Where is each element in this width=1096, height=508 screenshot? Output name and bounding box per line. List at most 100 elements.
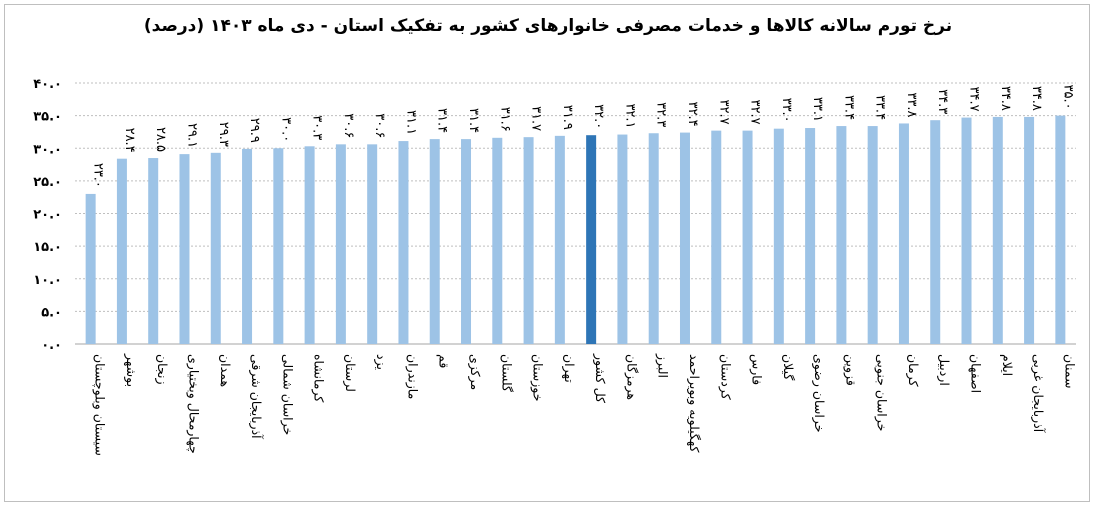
bar [992,116,1003,345]
data-label: ۳۳.۴ [873,95,888,120]
bar [836,126,847,344]
category-label: آذربایجان شرقی [248,354,264,439]
data-label: ۳۱.۶ [497,107,512,132]
bar [679,132,690,344]
data-label: ۳۳.۸ [904,92,919,117]
bar [523,137,534,344]
data-label: ۲۸.۵ [153,127,168,152]
y-tick-label: ۴۰.۰ [33,77,62,92]
bar [429,139,440,344]
data-label: ۳۲.۴ [685,101,700,126]
data-label: ۲۳.۰ [91,163,106,188]
y-tick-label: ۱۰.۰ [33,273,62,288]
category-label: تهران [561,354,577,383]
data-label: ۳۰.۰ [278,117,293,142]
data-label: ۳۱.۱ [403,110,418,135]
category-label: فارس [749,354,765,385]
bar [304,146,315,344]
data-label: ۳۳.۴ [841,95,856,120]
bar [586,135,597,344]
bar [148,158,159,344]
category-label: لرستان [342,354,358,392]
bar [742,130,753,344]
bar [648,133,659,344]
category-label: البرز [655,353,671,378]
category-label: گیلان [781,354,796,380]
bar [242,148,253,344]
data-label: ۳۵.۰ [1060,85,1075,110]
y-tick-label: ۳۰.۰ [33,142,62,157]
category-label: چهارمحال وبختیاری [185,354,201,454]
category-label: همدان [218,354,233,387]
bar [335,144,346,344]
data-label: ۳۰.۳ [310,115,325,140]
category-label: خوزستان [530,354,546,401]
category-label: مازندران [404,354,420,399]
bar [554,135,565,344]
data-label: ۳۲.۰ [591,104,606,129]
category-label: خراسان رضوی [811,354,827,432]
category-label: سمنان [1062,354,1077,388]
data-label: ۳۰.۶ [341,113,356,138]
data-label: ۳۰.۶ [372,113,387,138]
data-label: ۳۴.۸ [1029,86,1044,111]
gridlines [75,82,1076,345]
y-tick-label: ۰.۰ [41,338,62,353]
category-labels: سیستان وبلوچستان بوشهر زنجان چهارمحال وبختی… [92,353,1078,456]
data-label: ۳۲.۱ [622,103,637,128]
category-label: خراسان جنوبی [874,354,890,431]
data-label: ۳۱.۴ [435,108,450,133]
data-label: ۲۹.۹ [247,118,262,143]
data-label: ۳۱.۴ [466,108,481,133]
y-tick-label: ۱۵.۰ [33,240,62,255]
category-label: اردبیل [936,354,952,386]
data-label: ۳۲.۷ [748,100,763,125]
bar [1055,115,1066,344]
bar [273,148,284,344]
bar [711,130,722,344]
bar [179,154,190,344]
bar [1024,116,1035,345]
category-label: بوشهر [123,353,139,387]
data-label: ۳۱.۹ [560,105,575,130]
bar [367,144,378,344]
category-label: کردستان [717,354,733,400]
category-label: قم [436,354,452,368]
bar [210,152,221,344]
y-axis-ticks: ۰.۰ ۵.۰ ۱۰.۰ ۱۵.۰ ۲۰.۰ ۲۵.۰ ۳۰.۰ ۳۵.۰ ۴۰.۰ [33,77,62,353]
category-label: زنجان [154,354,170,385]
data-label: ۳۴.۷ [967,86,982,111]
category-label: قزوین [842,354,858,386]
data-label: ۳۱.۷ [529,106,544,131]
bar [961,117,972,345]
bar [805,128,816,344]
bar [867,126,878,344]
category-label: سیستان وبلوچستان [92,354,108,456]
data-label: ۳۴.۸ [998,86,1013,111]
y-tick-label: ۲۰.۰ [33,208,62,223]
category-label: مرکزی [467,354,483,390]
bar [773,128,784,344]
category-label: گلستان [499,354,514,392]
category-label: هرمزگان [623,354,639,400]
bar [116,158,127,344]
data-label: ۲۹.۱ [184,123,199,148]
bar [617,134,628,344]
category-label: کرمان [905,354,921,387]
data-label: ۳۳.۱ [810,97,825,122]
bar [85,193,96,344]
data-label: ۳۲.۳ [654,102,669,127]
bar [461,139,472,344]
data-label: ۳۴.۳ [935,89,950,114]
chart-title: نرخ تورم سالانه کالاها و خدمات مصرفی خان… [143,16,953,36]
category-label: کرمانشاه [311,354,327,402]
bar [492,137,503,344]
data-label: ۳۲.۷ [716,100,731,125]
category-label: ایلام [1000,354,1015,376]
category-label: یزد [373,354,389,370]
category-label: خراسان شمالی [279,354,295,435]
category-label: اصفهان [968,354,984,393]
bars [85,115,1066,345]
bar [398,141,409,344]
